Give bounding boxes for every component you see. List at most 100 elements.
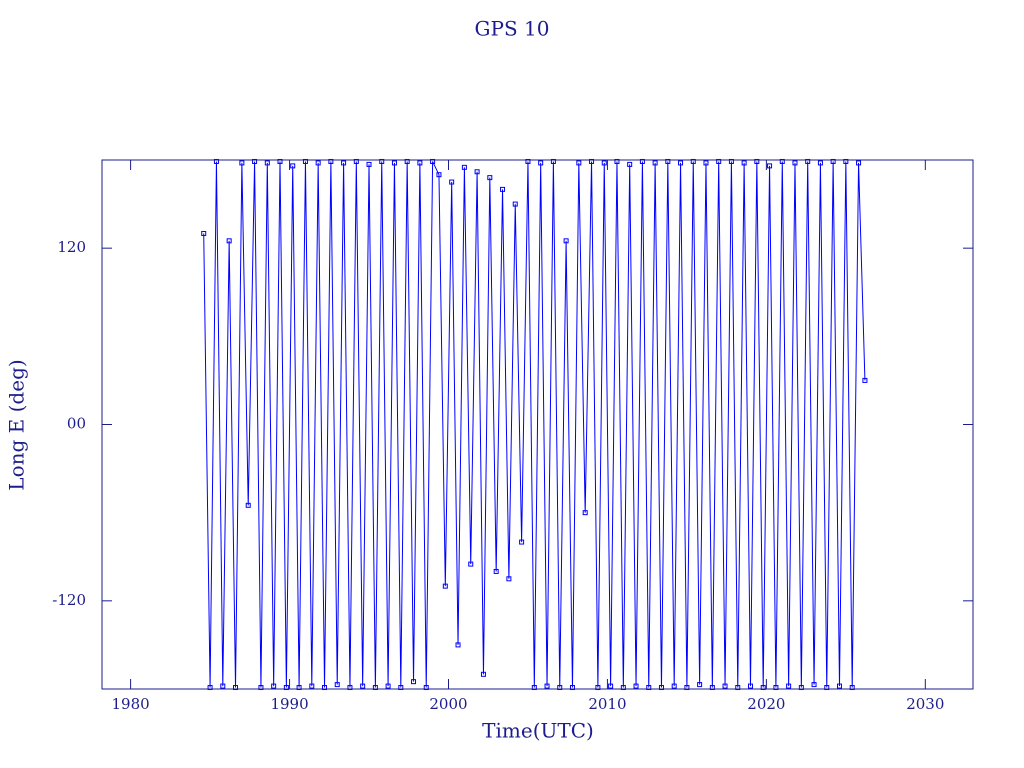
data-marker	[449, 179, 455, 185]
data-marker	[455, 642, 461, 648]
data-marker	[468, 561, 474, 567]
data-marker	[665, 158, 671, 164]
data-marker	[309, 683, 315, 689]
data-marker	[245, 502, 251, 508]
data-marker	[639, 158, 645, 164]
data-marker	[398, 685, 404, 691]
data-marker	[220, 683, 226, 689]
data-marker	[544, 683, 550, 689]
data-marker	[830, 158, 836, 164]
data-marker	[213, 158, 219, 164]
data-marker	[519, 539, 525, 545]
data-marker	[798, 685, 804, 691]
data-marker	[328, 158, 334, 164]
data-marker	[258, 685, 264, 691]
data-marker	[767, 163, 773, 169]
data-marker	[658, 685, 664, 691]
data-marker	[779, 158, 785, 164]
x-tick-label: 2020	[747, 695, 785, 713]
data-marker	[417, 160, 423, 166]
data-marker	[379, 158, 385, 164]
data-marker	[627, 161, 633, 167]
data-marker	[849, 685, 855, 691]
data-marker	[811, 682, 817, 688]
data-line	[203, 161, 866, 688]
x-tick-label: 2030	[906, 695, 944, 713]
y-axis-label: Long E (deg)	[5, 359, 29, 490]
data-marker	[372, 685, 378, 691]
data-marker	[856, 160, 862, 166]
data-marker	[500, 186, 506, 192]
data-marker	[563, 238, 569, 244]
data-marker	[226, 238, 232, 244]
data-marker	[512, 201, 518, 207]
data-marker	[754, 158, 760, 164]
data-marker	[805, 158, 811, 164]
data-marker	[322, 685, 328, 691]
data-marker	[582, 510, 588, 516]
data-marker	[550, 158, 556, 164]
data-marker	[690, 158, 696, 164]
data-marker	[817, 160, 823, 166]
data-marker	[614, 158, 620, 164]
data-marker	[442, 583, 448, 589]
data-marker	[334, 682, 340, 688]
x-tick-label: 1990	[270, 695, 308, 713]
data-marker	[239, 160, 245, 166]
data-marker	[678, 160, 684, 166]
data-marker	[347, 685, 353, 691]
data-marker	[576, 160, 582, 166]
data-marker	[474, 169, 480, 175]
data-marker	[709, 685, 715, 691]
data-marker	[538, 160, 544, 166]
data-marker	[271, 683, 277, 689]
data-marker	[302, 158, 308, 164]
data-marker	[760, 685, 766, 691]
data-marker	[264, 160, 270, 166]
data-marker	[697, 682, 703, 688]
data-marker	[569, 685, 575, 691]
data-marker	[646, 685, 652, 691]
data-marker	[786, 683, 792, 689]
data-marker	[741, 160, 747, 166]
data-marker	[531, 685, 537, 691]
data-marker	[620, 685, 626, 691]
x-axis-label: Time(UTC)	[482, 719, 594, 743]
data-marker	[436, 172, 442, 178]
y-tick-label: -120	[52, 591, 86, 609]
data-marker	[525, 158, 531, 164]
data-marker	[595, 685, 601, 691]
data-marker	[423, 685, 429, 691]
data-marker	[843, 158, 849, 164]
data-marker	[792, 160, 798, 166]
data-marker	[404, 158, 410, 164]
data-marker	[207, 685, 213, 691]
data-marker	[671, 683, 677, 689]
data-marker	[430, 158, 436, 164]
x-tick-label: 2010	[588, 695, 626, 713]
data-marker	[277, 158, 283, 164]
data-marker	[506, 576, 512, 582]
data-marker	[366, 161, 372, 167]
data-marker	[385, 683, 391, 689]
data-marker	[728, 158, 734, 164]
data-marker	[684, 685, 690, 691]
data-marker	[703, 160, 709, 166]
data-marker	[722, 683, 728, 689]
y-tick-label: 00	[67, 415, 86, 433]
data-marker	[353, 158, 359, 164]
data-marker	[296, 685, 302, 691]
data-marker	[290, 163, 296, 169]
data-marker	[341, 160, 347, 166]
data-marker	[824, 685, 830, 691]
data-marker	[283, 685, 289, 691]
data-marker	[360, 683, 366, 689]
data-marker	[487, 175, 493, 181]
data-marker	[252, 158, 258, 164]
data-marker	[461, 164, 467, 170]
data-marker	[411, 679, 417, 685]
data-marker	[201, 230, 207, 236]
data-marker	[391, 160, 397, 166]
